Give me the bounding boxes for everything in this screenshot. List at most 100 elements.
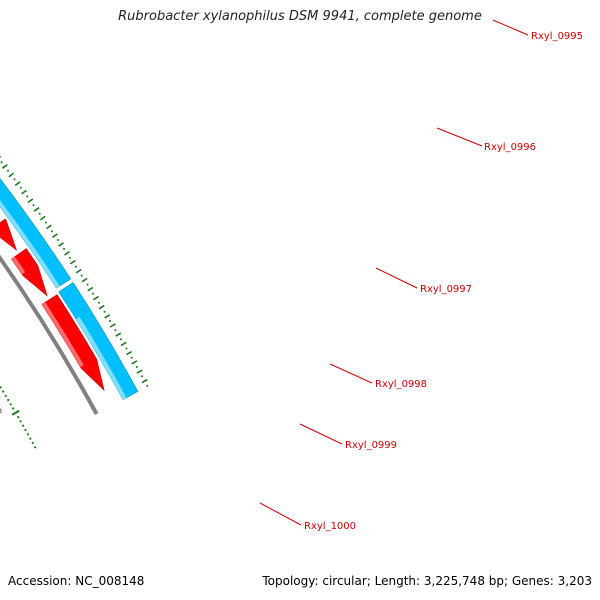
inner-tick-dot	[7, 169, 9, 172]
accession-label: Accession: NC_008148	[8, 574, 145, 588]
minor-tick	[31, 441, 34, 444]
inner-tick-dot	[146, 384, 149, 387]
inner-tick	[58, 242, 64, 247]
inner-tick-dot	[74, 265, 77, 268]
forward-gene-5	[11, 248, 48, 297]
inner-tick-dot	[0, 161, 3, 164]
inner-tick	[21, 189, 27, 195]
minor-tick	[19, 420, 22, 423]
inner-tick	[69, 259, 76, 265]
inner-tick-dot	[114, 329, 117, 331]
minor-tick	[12, 407, 15, 410]
inner-tick	[14, 181, 21, 187]
minor-tick	[9, 403, 12, 406]
backbone-ring	[0, 254, 99, 415]
forward-strand-genes	[0, 218, 105, 392]
inner-tick	[46, 224, 52, 230]
inner-tick	[87, 286, 94, 292]
minor-tick	[29, 437, 32, 440]
gene-labels: Rxyl_0995 Rxyl_0996 Rxyl_0997 Rxyl_0998 Rxyl…	[304, 31, 583, 532]
minor-tick	[2, 390, 5, 393]
inner-tick	[52, 233, 58, 238]
inner-tick	[131, 360, 138, 365]
inner-tick-dot	[125, 347, 128, 350]
minor-tick	[22, 424, 25, 427]
inner-tick	[27, 198, 34, 204]
inner-tick-dot	[38, 212, 41, 215]
inner-tick-dot	[32, 204, 35, 207]
gene-label-leader	[436, 127, 483, 147]
inner-tick-dot	[97, 301, 100, 304]
gene-label-leader	[375, 267, 418, 289]
scale-label: 1032 kbp	[0, 406, 2, 415]
minor-tick	[34, 446, 37, 449]
scale-labels: 1032 kbp1033 kbp1034 kbp1035 kbp1036 kbp…	[0, 406, 2, 415]
minor-tick	[7, 398, 10, 402]
minor-tick-marks	[0, 386, 37, 449]
forward-gene-6	[41, 294, 105, 392]
inner-tick	[104, 314, 111, 319]
inner-tick-marks	[0, 155, 149, 387]
inner-tick-dot	[141, 375, 144, 378]
inner-tick-dot	[109, 319, 111, 322]
inner-tick	[64, 250, 70, 256]
inner-tick	[120, 341, 127, 347]
major-tick	[11, 409, 20, 416]
gene-label-leaders	[259, 19, 529, 526]
inner-tick-dot	[13, 178, 16, 181]
inner-tick	[98, 304, 105, 310]
gene-label: Rxyl_0995	[531, 31, 583, 42]
minor-tick	[24, 428, 27, 432]
inner-tick-dot	[44, 221, 47, 224]
gene-label-leader	[329, 363, 373, 384]
gene-label: Rxyl_0999	[345, 440, 397, 451]
inner-tick	[0, 155, 2, 158]
gene-label: Rxyl_0996	[484, 142, 536, 153]
inner-tick	[126, 350, 132, 356]
gene-label-leader	[299, 423, 343, 445]
forward-gene-4	[0, 218, 18, 252]
minor-tick	[4, 394, 7, 397]
reverse-strand-genes	[0, 177, 139, 401]
inner-tick-dot	[26, 195, 29, 198]
reverse-gene-highlight-3	[76, 316, 127, 400]
inner-tick-dot	[120, 338, 122, 341]
gene-label: Rxyl_1000	[304, 521, 356, 532]
forward-gene-highlight-6	[42, 302, 84, 367]
minor-tick	[0, 386, 2, 389]
gene-label-leader	[259, 502, 302, 526]
gene-label: Rxyl_0998	[375, 379, 427, 390]
inner-tick	[8, 172, 15, 178]
inner-tick	[115, 332, 122, 337]
reverse-gene-highlight-2	[0, 200, 60, 289]
inner-tick	[141, 378, 148, 384]
inner-tick	[39, 215, 46, 221]
inner-tick-dot	[51, 230, 53, 233]
inner-tick	[109, 323, 116, 328]
inner-tick-dot	[69, 256, 71, 259]
inner-tick-dot	[86, 283, 89, 286]
genome-summary: Topology: circular; Length: 3,225,748 bp…	[262, 574, 592, 588]
inner-tick	[93, 295, 100, 301]
inner-tick-dot	[130, 356, 133, 359]
inner-tick-dot	[63, 247, 65, 250]
inner-tick-dot	[135, 366, 138, 368]
genome-title: Rubrobacter xylanophilus DSM 9941, compl…	[118, 9, 482, 24]
inner-tick	[75, 268, 82, 274]
inner-tick-dot	[92, 292, 95, 295]
gene-label-leader	[492, 19, 529, 36]
minor-tick	[17, 416, 20, 419]
inner-tick-dot	[80, 274, 83, 277]
forward-gene-highlight-5	[11, 256, 26, 275]
inner-tick-dot	[19, 186, 22, 189]
inner-tick	[1, 164, 8, 169]
inner-tick-dot	[103, 310, 106, 313]
inner-tick	[33, 207, 40, 212]
major-tick-marks	[11, 409, 20, 416]
gene-label: Rxyl_0997	[420, 284, 472, 295]
inner-tick	[81, 277, 88, 283]
minor-tick	[26, 433, 29, 436]
inner-tick	[136, 369, 143, 374]
